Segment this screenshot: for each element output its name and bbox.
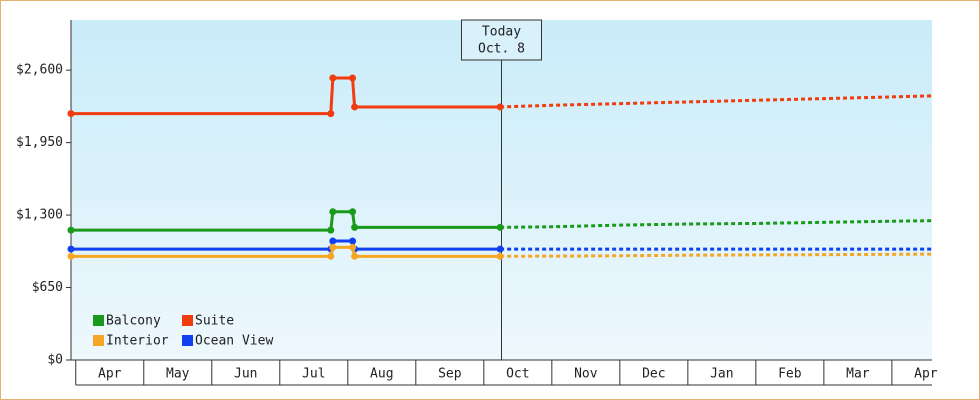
point bbox=[327, 226, 335, 234]
legend-swatch bbox=[182, 315, 193, 326]
legend-label: Balcony bbox=[106, 314, 161, 329]
point bbox=[349, 243, 357, 251]
series-line bbox=[71, 76, 501, 116]
point bbox=[351, 103, 359, 111]
legend-swatch bbox=[93, 335, 104, 346]
x-tick-label: Sep bbox=[438, 367, 462, 382]
point bbox=[351, 252, 359, 260]
x-tick-label: Jun bbox=[234, 367, 257, 382]
legend-swatch bbox=[93, 315, 104, 326]
legend-label: Interior bbox=[106, 334, 169, 349]
forecast-line bbox=[500, 252, 933, 258]
x-tick-label: Nov bbox=[574, 367, 598, 382]
y-tick-label: $1,300 bbox=[16, 208, 63, 223]
point bbox=[349, 74, 357, 82]
x-tick-label: Apr bbox=[914, 367, 938, 382]
point bbox=[496, 103, 504, 111]
y-tick-label: $0 bbox=[47, 353, 63, 368]
point bbox=[67, 252, 75, 260]
x-tick-label: Apr bbox=[98, 367, 122, 382]
point bbox=[349, 208, 357, 216]
point bbox=[329, 243, 337, 251]
today-label: Today bbox=[482, 25, 521, 40]
point bbox=[351, 223, 359, 231]
point bbox=[327, 110, 335, 118]
x-tick-label: Mar bbox=[846, 367, 870, 382]
forecast-line bbox=[500, 219, 933, 229]
forecast-line bbox=[500, 94, 933, 109]
x-tick-label: Jul bbox=[302, 367, 325, 382]
x-tick-label: Jan bbox=[710, 367, 733, 382]
today-label: Oct. 8 bbox=[478, 42, 525, 57]
today-box bbox=[461, 19, 542, 61]
y-tick-label: $650 bbox=[32, 280, 63, 295]
x-tick-label: Dec bbox=[642, 367, 665, 382]
point bbox=[67, 110, 75, 118]
point bbox=[329, 237, 337, 245]
point bbox=[349, 237, 357, 245]
legend-label: Suite bbox=[195, 314, 234, 329]
point bbox=[496, 252, 504, 260]
legend-label: Ocean View bbox=[195, 334, 273, 349]
x-tick-label: Aug bbox=[370, 367, 393, 382]
point bbox=[496, 245, 504, 253]
point bbox=[496, 223, 504, 231]
series-line bbox=[71, 210, 501, 232]
y-tick-label: $1,950 bbox=[16, 135, 63, 150]
x-tick-label: Oct bbox=[506, 367, 529, 382]
point bbox=[67, 226, 75, 234]
point bbox=[327, 252, 335, 260]
series-line bbox=[71, 245, 501, 258]
point bbox=[329, 74, 337, 82]
legend-swatch bbox=[182, 335, 193, 346]
series-line bbox=[71, 239, 501, 251]
x-tick-label: May bbox=[166, 367, 190, 382]
y-tick-label: $2,600 bbox=[16, 63, 63, 78]
x-tick-label: Feb bbox=[778, 367, 802, 382]
point bbox=[67, 245, 75, 253]
point bbox=[329, 208, 337, 216]
